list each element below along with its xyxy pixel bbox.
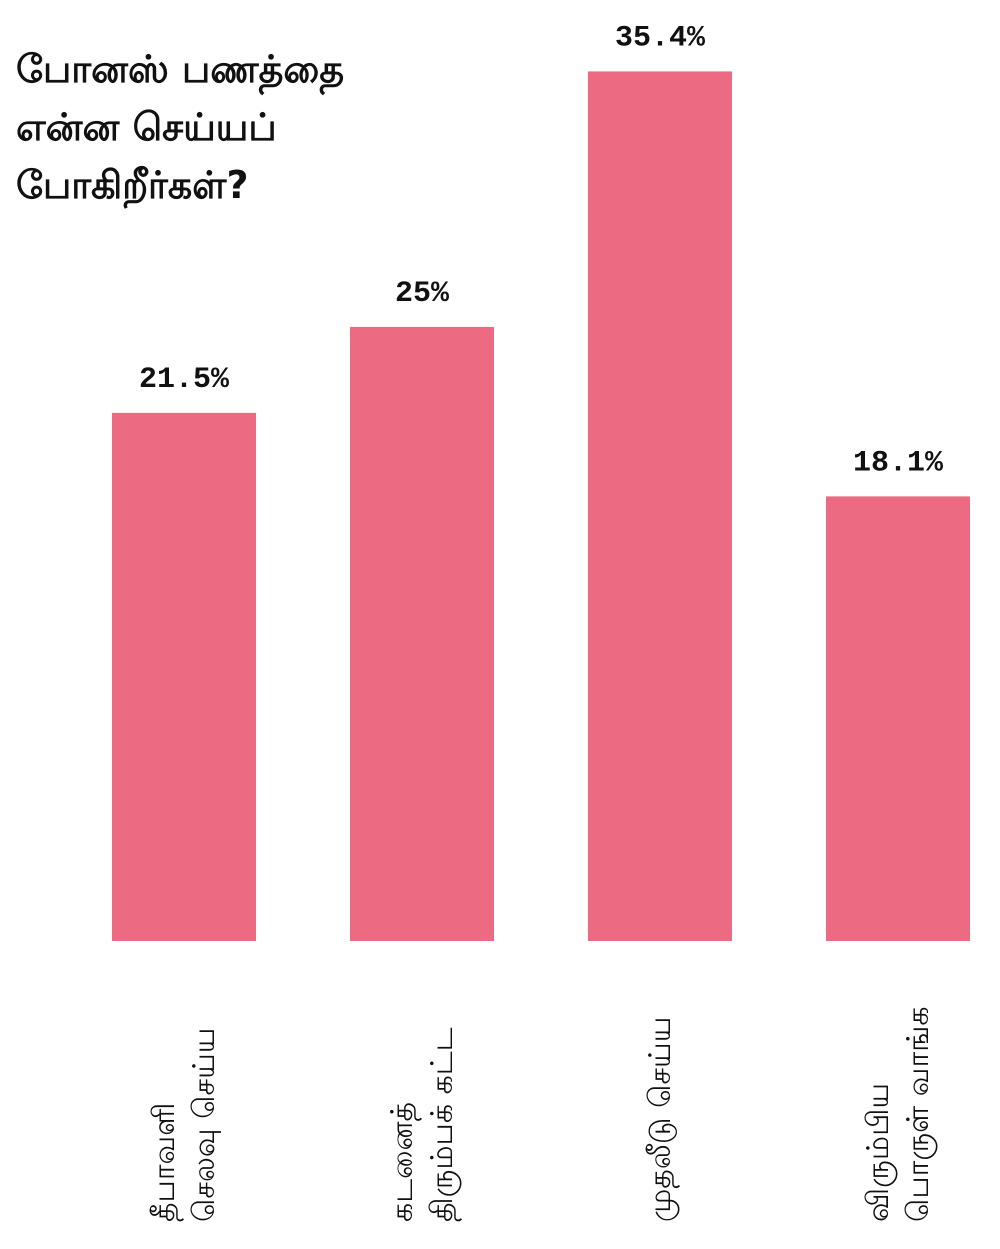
category-label-4-line-2: பொருள் வாங்க (901, 1006, 937, 1222)
category-label-2-line-2: திரும்பக் கட்ட (425, 1027, 462, 1222)
category-label-4-line-1: விரும்பிய (861, 1083, 897, 1222)
value-label-3: 35.4% (615, 21, 706, 55)
bar-3 (588, 71, 732, 941)
bar-1 (112, 412, 256, 941)
value-label-1: 21.5% (139, 363, 230, 397)
category-label-1-line-1: தீபாவளி (147, 1103, 184, 1222)
bar-4 (826, 496, 970, 941)
value-labels-group: 21.5% 25% 35.4% 18.1% (139, 21, 944, 480)
bars-group (112, 71, 970, 941)
category-label-2-line-1: கடனைத் (385, 1102, 422, 1222)
category-label-3-line-1: முதலீடு செய்ய (643, 1016, 680, 1222)
category-label-1-line-2: செலவு செய்ய (187, 1027, 222, 1222)
category-labels-group: தீபாவளி செலவு செய்ய கடனைத் திரும்பக் கட்ட மு… (147, 1006, 937, 1222)
value-label-4: 18.1% (853, 446, 944, 480)
value-label-2: 25% (395, 277, 450, 311)
chart-title: போனஸ் பணத்தை என்ன செய்யப் போகிறீர்கள்? (16, 47, 345, 207)
bar-2 (350, 326, 494, 941)
